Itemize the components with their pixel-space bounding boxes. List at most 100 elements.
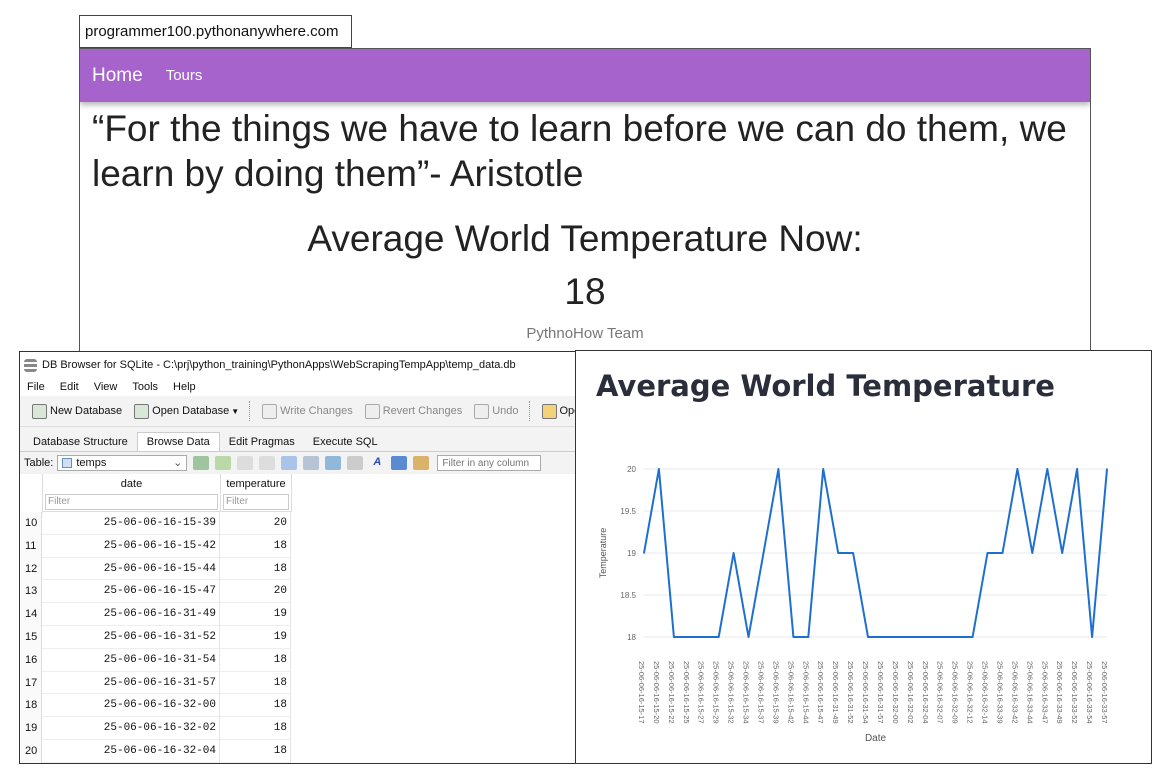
cell-temperature[interactable]: 18 [220,717,291,740]
palette-icon[interactable] [413,456,430,470]
grid-header: date Filter temperature Filter [20,474,292,513]
cell-temperature[interactable]: 19 [220,603,291,626]
tab-browse-data[interactable]: Browse Data [136,432,220,451]
table-row[interactable]: 19 25-06-06-16-32-02 18 [20,717,291,740]
revert-changes-label: Revert Changes [382,405,463,417]
write-changes-icon [262,403,278,419]
cell-date[interactable]: 25-06-06-16-15-42 [42,534,220,558]
table-row[interactable]: 13 25-06-06-16-15-47 20 [20,580,291,604]
cell-temperature[interactable]: 20 [220,580,291,604]
x-tick-label: 25-06-06-16-15-27 [697,661,706,724]
data-point [702,636,705,638]
filter-input-temperature[interactable]: Filter [223,494,289,510]
data-point [1031,552,1034,554]
column-header-date[interactable]: date Filter [43,474,221,512]
x-tick-label: 25-06-06-16-15-20 [652,661,661,724]
cell-date[interactable]: 25-06-06-16-31-49 [42,603,220,626]
data-point [971,636,974,638]
sync-icon[interactable] [215,456,232,470]
filter-any-column-input[interactable] [437,455,542,471]
filter-input-date[interactable]: Filter [45,494,218,510]
font-icon[interactable]: A [373,456,382,468]
tab-database-structure[interactable]: Database Structure [33,436,128,448]
table-row[interactable]: 10 25-06-06-16-15-39 20 [20,512,291,535]
row-number: 11 [20,534,42,558]
nav-home-link[interactable]: Home [92,64,143,86]
cell-temperature[interactable]: 18 [220,648,291,672]
table-row[interactable]: 18 25-06-06-16-32-00 18 [20,694,291,718]
cell-date[interactable]: 25-06-06-16-32-02 [42,717,220,740]
menu-help[interactable]: Help [173,381,196,393]
cell-temperature[interactable]: 18 [220,739,291,763]
clear-filters-icon[interactable] [237,456,254,470]
cell-date[interactable]: 25-06-06-16-32-00 [42,694,220,718]
cell-date[interactable]: 25-06-06-16-31-54 [42,648,220,672]
column-header-temperature[interactable]: temperature Filter [221,474,292,512]
cell-temperature[interactable]: 18 [220,694,291,718]
undo-button[interactable]: Undo [474,403,519,419]
cell-date[interactable]: 25-06-06-16-15-44 [42,557,220,581]
data-point [1061,552,1063,554]
table-row[interactable]: 11 25-06-06-16-15-42 18 [20,534,291,558]
data-point [897,636,899,638]
cell-date[interactable]: 25-06-06-16-31-52 [42,625,220,649]
menu-bar: File Edit View Tools Help [20,378,575,396]
table-row[interactable]: 12 25-06-06-16-15-44 18 [20,557,291,581]
format-icon[interactable] [391,456,408,470]
print-icon[interactable] [303,456,320,470]
open-database-button[interactable]: Open Database ▼ [134,403,240,419]
y-tick-label: 19.5 [620,507,636,516]
table-row[interactable]: 17 25-06-06-16-31-57 18 [20,671,291,695]
column-name-temperature: temperature [226,478,286,490]
cell-temperature[interactable]: 18 [220,557,291,581]
menu-file[interactable]: File [27,381,45,393]
menu-edit[interactable]: Edit [59,381,79,393]
cell-temperature[interactable]: 18 [220,534,291,558]
menu-view[interactable]: View [93,381,118,393]
tab-edit-pragmas[interactable]: Edit Pragmas [228,436,295,448]
sort-icon[interactable] [259,456,276,470]
table-row[interactable]: 15 25-06-06-16-31-52 19 [20,625,291,649]
save-view-icon[interactable] [281,456,298,470]
x-tick-label: 25-06-06-16-15-34 [742,661,751,724]
x-tick-label: 25-06-06-16-15-42 [786,661,795,724]
x-tick-label: 25-06-06-16-33-54 [1085,661,1094,724]
cell-temperature[interactable]: 20 [220,512,291,535]
menu-tools[interactable]: Tools [132,381,159,393]
data-point [732,552,735,554]
refresh-icon[interactable] [193,456,210,470]
url-label: programmer100.pythonanywhere.com [79,15,352,48]
cell-date[interactable]: 25-06-06-16-31-57 [42,671,220,695]
line-chart: 18 18.5 19 19.5 20 25-06-06-16-15-17 25-06-06-… [598,465,1109,744]
tab-execute-sql[interactable]: Execute SQL [312,436,378,448]
row-number: 15 [20,625,42,649]
chevron-down-icon[interactable]: ▼ [231,406,240,416]
table-row[interactable]: 14 25-06-06-16-31-49 19 [20,603,291,626]
cell-temperature[interactable]: 19 [220,625,291,649]
new-database-button[interactable]: New Database [32,403,122,419]
cell-date[interactable]: 25-06-06-16-32-04 [42,739,220,763]
y-tick-label: 18.5 [620,591,636,600]
write-changes-button[interactable]: Write Changes [262,403,353,419]
data-point [837,552,839,554]
revert-changes-button[interactable]: Revert Changes [364,403,463,419]
open-project-button[interactable]: Open Project [541,403,575,419]
row-number: 13 [20,580,42,604]
x-tick-label: 25-06-06-16-33-52 [1070,661,1079,724]
toolbar-separator [528,401,530,421]
row-number: 16 [20,648,42,672]
insert-record-icon[interactable] [325,456,342,470]
delete-record-icon[interactable] [347,456,364,470]
table-row[interactable]: 16 25-06-06-16-31-54 18 [20,648,291,672]
row-number: 12 [20,557,42,581]
nav-tours-link[interactable]: Tours [165,67,203,84]
x-tick-label: 25-06-06-16-15-25 [682,661,691,724]
table-row[interactable]: 20 25-06-06-16-32-04 18 [20,739,291,763]
row-number: 19 [20,717,42,740]
toolbar: New Database Open Database ▼ Write Chang… [20,396,575,427]
cell-temperature[interactable]: 18 [220,671,291,695]
cell-date[interactable]: 25-06-06-16-15-47 [42,580,220,604]
cell-date[interactable]: 25-06-06-16-15-39 [42,512,220,535]
table-icon [62,458,73,468]
table-select[interactable]: temps ⌄ [57,455,188,471]
